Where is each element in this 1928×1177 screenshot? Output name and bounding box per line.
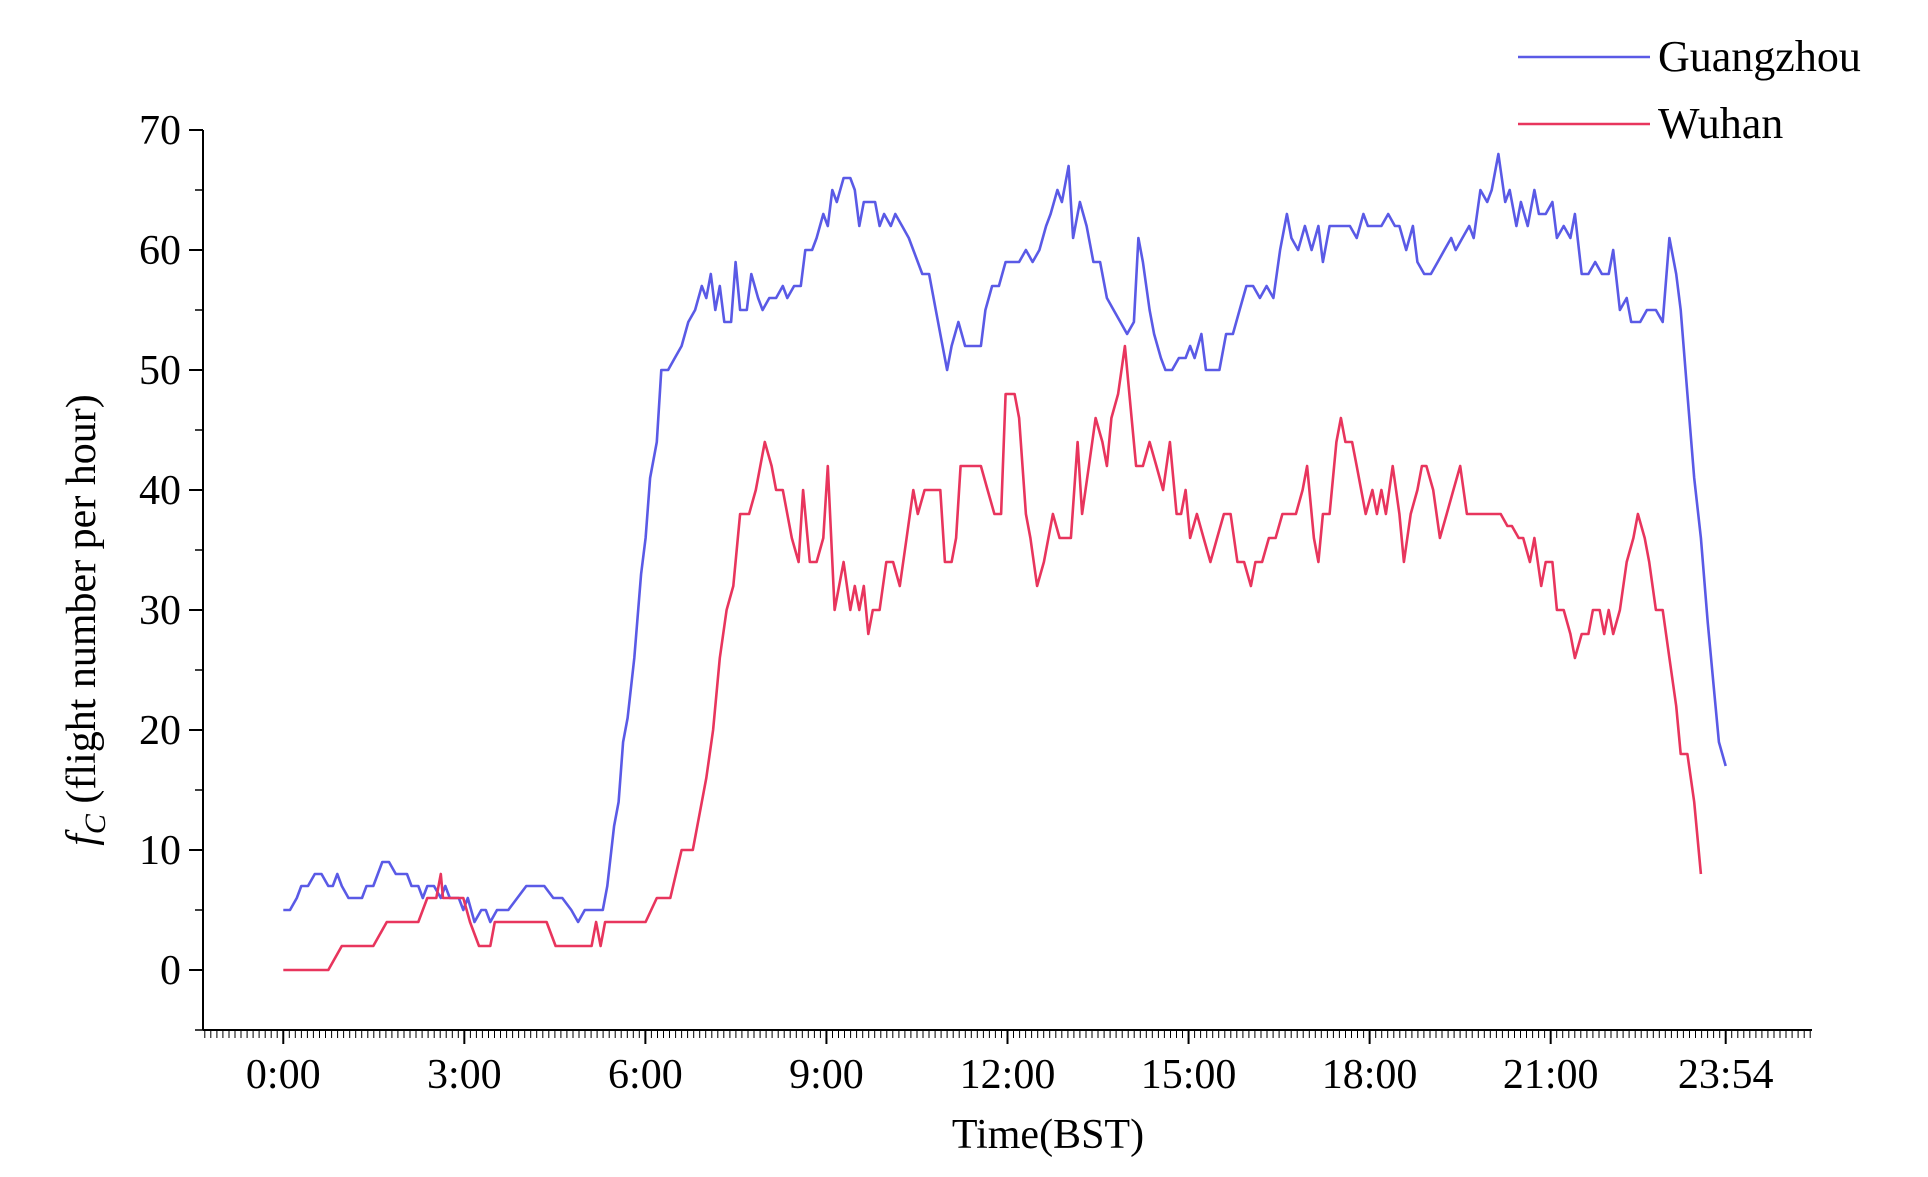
y-axis-subscript: C: [79, 813, 112, 834]
x-tick-label: 0:00: [246, 1052, 321, 1098]
y-tick-label: 30: [139, 588, 181, 634]
y-axis-title: fC (flight number per hour): [59, 394, 112, 846]
y-tick-label: 70: [139, 108, 181, 154]
axes: 0 10 20 30 40 50 60 70 0:00 3:00 6:00 9:00 12:00 15:0…: [139, 108, 1812, 1098]
x-minor-ticks: [204, 1030, 1811, 1038]
x-tick-label: 3:00: [427, 1052, 502, 1098]
y-tick-label: 20: [139, 708, 181, 754]
legend-label-wuhan: Wuhan: [1658, 99, 1783, 148]
y-axis-label-text: (flight number per hour): [59, 394, 105, 814]
x-tick-label: 12:00: [960, 1052, 1056, 1098]
x-tick-label: 15:00: [1141, 1052, 1237, 1098]
x-tick-label: 21:00: [1503, 1052, 1599, 1098]
series-line-wuhan: [283, 344, 1703, 972]
x-axis-title: Time(BST): [952, 1112, 1144, 1158]
series-line-guangzhou: [283, 152, 1727, 924]
x-tick-label: 18:00: [1322, 1052, 1418, 1098]
x-tick-label: 9:00: [789, 1052, 864, 1098]
y-tick-label: 10: [139, 828, 181, 874]
x-tick-label: 23:54: [1678, 1052, 1774, 1098]
series-layer: [283, 152, 1727, 972]
y-tick-label: 40: [139, 468, 181, 514]
y-tick-label: 50: [139, 348, 181, 394]
legend-label-guangzhou: Guangzhou: [1658, 32, 1861, 81]
legend: Guangzhou Wuhan: [1518, 32, 1861, 148]
x-tick-label: 6:00: [608, 1052, 683, 1098]
y-tick-label: 60: [139, 228, 181, 274]
y-tick-label: 0: [160, 948, 181, 994]
